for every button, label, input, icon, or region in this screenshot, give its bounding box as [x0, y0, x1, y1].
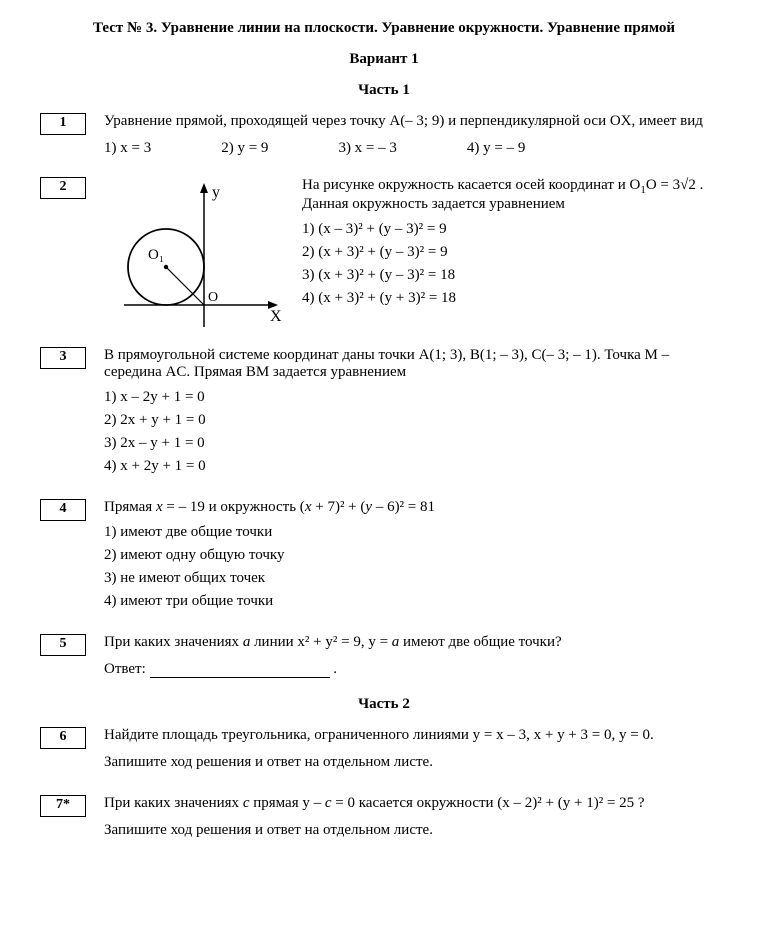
q1-text: Уравнение прямой, проходящей через точку… — [104, 113, 728, 130]
q1-opt4: 4) y = – 9 — [467, 140, 525, 157]
q3-opt2: 2) 2x + y + 1 = 0 — [104, 412, 728, 429]
question-1: 1 Уравнение прямой, проходящей через точ… — [40, 113, 728, 167]
q4-text: Прямая x = – 19 и окружность (x + 7)² + … — [104, 499, 728, 516]
q3-options: 1) x – 2y + 1 = 0 2) 2x + y + 1 = 0 3) 2… — [104, 389, 728, 475]
q4-opt4: 4) имеют три общие точки — [104, 593, 728, 610]
question-7: 7* При каких значениях c прямая y – c = … — [40, 795, 728, 853]
q7-instruction: Запишите ход решения и ответ на отдельно… — [104, 822, 728, 839]
axis-x-label: X — [270, 308, 282, 325]
q6-text: Найдите площадь треугольника, ограниченн… — [104, 727, 728, 744]
q1-options: 1) x = 3 2) y = 9 3) x = – 3 4) y = – 9 — [104, 140, 728, 157]
question-5: 5 При каких значениях a линии x² + y² = … — [40, 634, 728, 682]
q3-opt3: 3) 2x – y + 1 = 0 — [104, 435, 728, 452]
axis-y-label: y — [212, 184, 220, 201]
q4-opt2: 2) имеют одну общую точку — [104, 547, 728, 564]
origin-label: O — [208, 290, 218, 305]
q7-text: При каких значениях c прямая y – c = 0 к… — [104, 795, 728, 812]
qnum-box: 2 — [40, 177, 86, 199]
q5-answer-line: Ответ: . — [104, 661, 728, 678]
qnum-box: 7* — [40, 795, 86, 817]
q4-opt3: 3) не имеют общих точек — [104, 570, 728, 587]
q2-opt3: 3) (x + 3)² + (y – 3)² = 18 — [302, 267, 728, 284]
question-4: 4 Прямая x = – 19 и окружность (x + 7)² … — [40, 499, 728, 624]
center-label: O₁ — [148, 247, 164, 263]
qnum-box: 5 — [40, 634, 86, 656]
q2-text: На рисунке окружность касается осей коор… — [302, 177, 728, 213]
q1-opt3: 3) x = – 3 — [338, 140, 396, 157]
q6-instruction: Запишите ход решения и ответ на отдельно… — [104, 754, 728, 771]
q2-options: 1) (x – 3)² + (y – 3)² = 9 2) (x + 3)² +… — [302, 221, 728, 307]
test-title: Тест № 3. Уравнение линии на плоскости. … — [40, 20, 728, 37]
q4-opt1: 1) имеют две общие точки — [104, 524, 728, 541]
qnum-box: 3 — [40, 347, 86, 369]
q4-options: 1) имеют две общие точки 2) имеют одну о… — [104, 524, 728, 610]
question-2: 2 y X O O₁ — [40, 177, 728, 337]
q1-opt1: 1) x = 3 — [104, 140, 151, 157]
q5-text: При каких значениях a линии x² + y² = 9,… — [104, 634, 728, 651]
qnum-box: 1 — [40, 113, 86, 135]
answer-blank — [150, 663, 330, 678]
answer-label: Ответ: — [104, 661, 146, 677]
qnum-box: 6 — [40, 727, 86, 749]
question-3: 3 В прямоугольной системе координат даны… — [40, 347, 728, 489]
qnum-box: 4 — [40, 499, 86, 521]
part2-label: Часть 2 — [40, 696, 728, 713]
variant-label: Вариант 1 — [40, 51, 728, 68]
q2-opt2: 2) (x + 3)² + (y – 3)² = 9 — [302, 244, 728, 261]
q2-diagram: y X O O₁ — [104, 177, 284, 337]
q3-opt4: 4) x + 2y + 1 = 0 — [104, 458, 728, 475]
q3-text: В прямоугольной системе координат даны т… — [104, 347, 728, 381]
q3-opt1: 1) x – 2y + 1 = 0 — [104, 389, 728, 406]
q2-opt1: 1) (x – 3)² + (y – 3)² = 9 — [302, 221, 728, 238]
q2-opt4: 4) (x + 3)² + (y + 3)² = 18 — [302, 290, 728, 307]
part1-label: Часть 1 — [40, 82, 728, 99]
question-6: 6 Найдите площадь треугольника, ограниче… — [40, 727, 728, 785]
q1-opt2: 2) y = 9 — [221, 140, 268, 157]
